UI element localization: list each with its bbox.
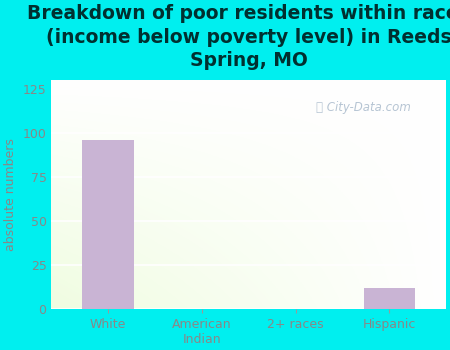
- Bar: [82, 140, 134, 309]
- Title: Breakdown of poor residents within races
(income below poverty level) in Reeds
S: Breakdown of poor residents within races…: [27, 4, 450, 70]
- Y-axis label: absolute numbers: absolute numbers: [4, 138, 17, 251]
- Text: ⓘ City-Data.com: ⓘ City-Data.com: [316, 101, 410, 114]
- Bar: [364, 288, 415, 309]
